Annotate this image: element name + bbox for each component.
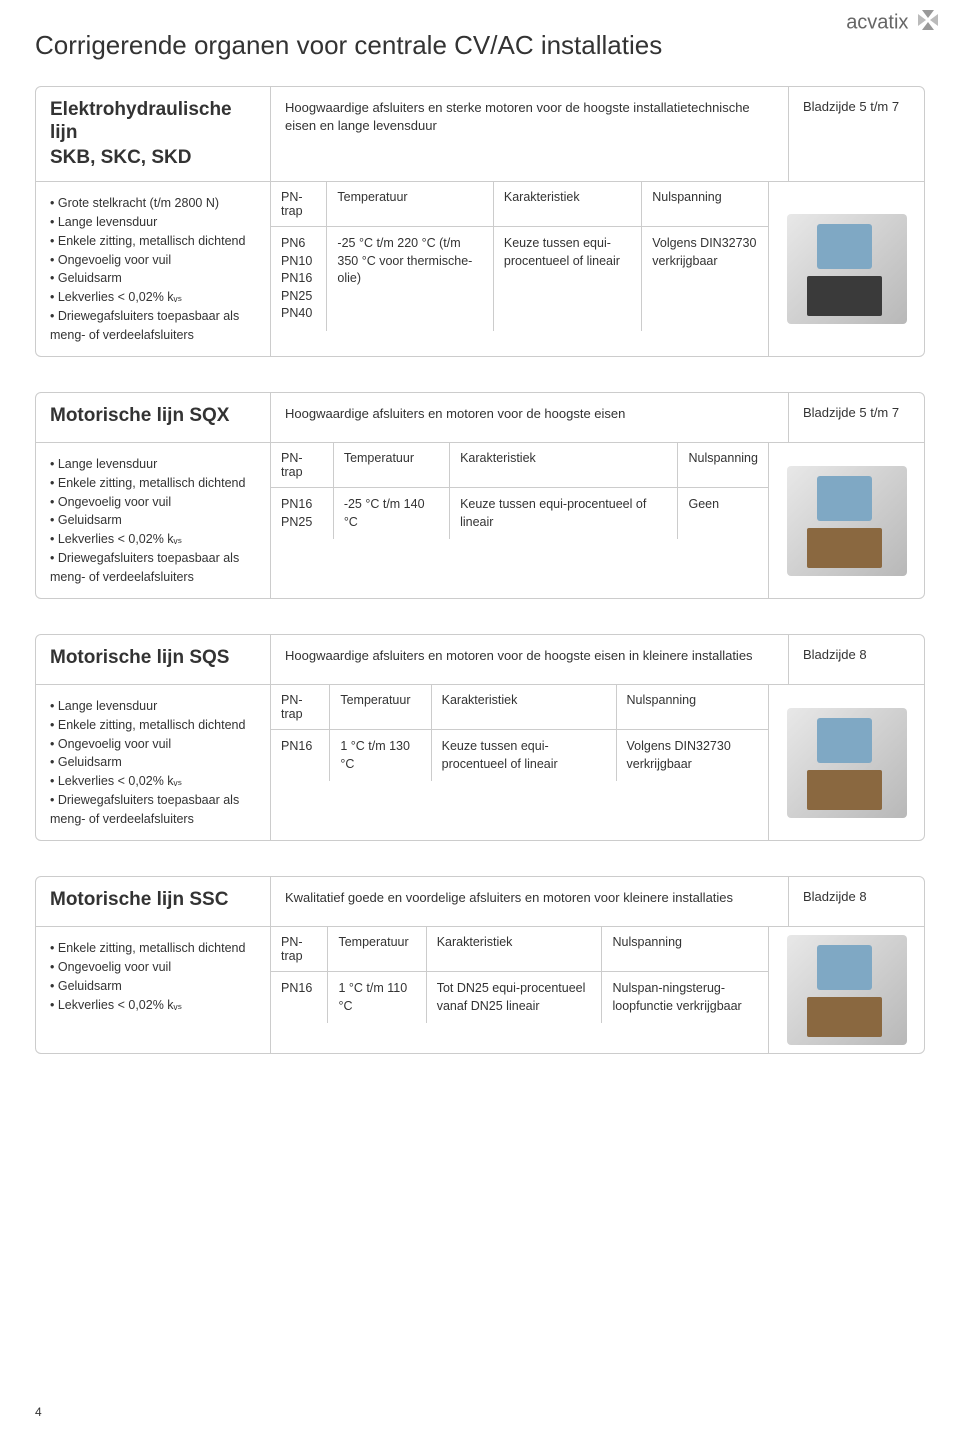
feature-item: Geluidsarm (50, 753, 256, 772)
feature-item: Geluidsarm (50, 977, 256, 996)
feature-item: Enkele zitting, metallisch dichtend (50, 939, 256, 958)
feature-item: Grote stelkracht (t/m 2800 N) (50, 194, 256, 213)
feature-item: Lange levensduur (50, 213, 256, 232)
spec-header: Temperatuur (333, 443, 449, 488)
spec-value: Geen (678, 488, 768, 540)
product-section: Motorische lijn SSC Kwalitatief goede en … (35, 876, 925, 1054)
feature-item: Lange levensduur (50, 455, 256, 474)
feature-item: Lekverlies < 0,02% kᵥₛ (50, 288, 256, 307)
spec-header: Nulspanning (642, 182, 768, 227)
logo-icon (916, 8, 940, 38)
spec-value: -25 °C t/m 220 °C (t/m 350 °C voor therm… (327, 227, 493, 331)
feature-item: Lekverlies < 0,02% kᵥₛ (50, 530, 256, 549)
spec-value: PN16 (271, 972, 328, 1024)
feature-item: Enkele zitting, metallisch dichtend (50, 716, 256, 735)
section-description: Hoogwaardige afsluiters en motoren voor … (271, 393, 789, 442)
feature-item: Lekverlies < 0,02% kᵥₛ (50, 996, 256, 1015)
section-title: Motorische lijn SQX (50, 405, 256, 428)
section-page-ref: Bladzijde 5 t/m 7 (789, 393, 924, 442)
spec-header: PN-trap (271, 927, 328, 972)
spec-header: Temperatuur (328, 927, 426, 972)
features-list: Lange levensduurEnkele zitting, metallis… (36, 443, 271, 598)
section-description: Hoogwaardige afsluiters en motoren voor … (271, 635, 789, 684)
feature-item: Geluidsarm (50, 511, 256, 530)
features-list: Grote stelkracht (t/m 2800 N)Lange leven… (36, 182, 271, 356)
section-title: Motorische lijn SSC (50, 889, 256, 912)
feature-item: Driewegafsluiters toepasbaar als meng- o… (50, 307, 256, 345)
product-image (769, 443, 924, 598)
spec-header: Nulspanning (616, 685, 768, 730)
spec-table: PN-trapTemperatuurKarakteristiekNulspann… (271, 443, 768, 539)
section-description: Kwalitatief goede en voordelige afsluite… (271, 877, 789, 926)
spec-value: Volgens DIN32730 verkrijgbaar (642, 227, 768, 331)
spec-value: 1 °C t/m 110 °C (328, 972, 426, 1024)
section-page-ref: Bladzijde 5 t/m 7 (789, 87, 924, 181)
spec-table: PN-trapTemperatuurKarakteristiekNulspann… (271, 685, 768, 781)
page-title: Corrigerende organen voor centrale CV/AC… (35, 30, 925, 61)
product-section: Elektrohydraulische lijnSKB, SKC, SKD Hoo… (35, 86, 925, 357)
spec-value: Tot DN25 equi-procentueel vanaf DN25 lin… (426, 972, 602, 1024)
features-list: Lange levensduurEnkele zitting, metallis… (36, 685, 271, 840)
spec-header: PN-trap (271, 443, 333, 488)
features-list: Enkele zitting, metallisch dichtendOngev… (36, 927, 271, 1053)
section-title: Elektrohydraulische lijn (50, 99, 256, 145)
brand-logo: acvatix (846, 8, 940, 38)
spec-header: Nulspanning (678, 443, 768, 488)
product-section: Motorische lijn SQX Hoogwaardige afsluite… (35, 392, 925, 599)
spec-value: Keuze tussen equi-procentueel of lineair (493, 227, 641, 331)
spec-value: Nulspan-ningsterug-loopfunctie verkrijgb… (602, 972, 768, 1024)
spec-header: Karakteristiek (493, 182, 641, 227)
spec-header: Temperatuur (330, 685, 431, 730)
feature-item: Lange levensduur (50, 697, 256, 716)
product-image (769, 927, 924, 1053)
product-image (769, 685, 924, 840)
feature-item: Ongevoelig voor vuil (50, 493, 256, 512)
feature-item: Lekverlies < 0,02% kᵥₛ (50, 772, 256, 791)
feature-item: Geluidsarm (50, 269, 256, 288)
logo-text: acvatix (846, 11, 908, 33)
section-subtitle: SKB, SKC, SKD (50, 147, 256, 170)
feature-item: Enkele zitting, metallisch dichtend (50, 474, 256, 493)
spec-value: -25 °C t/m 140 °C (333, 488, 449, 540)
feature-item: Ongevoelig voor vuil (50, 958, 256, 977)
spec-header: PN-trap (271, 685, 330, 730)
spec-value: Volgens DIN32730 verkrijgbaar (616, 730, 768, 782)
page-number: 4 (35, 1405, 42, 1419)
spec-value: PN16 (271, 730, 330, 782)
spec-header: Karakteristiek (426, 927, 602, 972)
section-page-ref: Bladzijde 8 (789, 635, 924, 684)
feature-item: Ongevoelig voor vuil (50, 735, 256, 754)
spec-header: Temperatuur (327, 182, 493, 227)
spec-value: Keuze tussen equi-procentueel of lineair (431, 730, 616, 782)
feature-item: Enkele zitting, metallisch dichtend (50, 232, 256, 251)
feature-item: Driewegafsluiters toepasbaar als meng- o… (50, 549, 256, 587)
spec-value: Keuze tussen equi-procentueel of lineair (450, 488, 678, 540)
spec-header: Karakteristiek (431, 685, 616, 730)
spec-value: PN6 PN10 PN16 PN25 PN40 (271, 227, 327, 331)
spec-header: Nulspanning (602, 927, 768, 972)
section-page-ref: Bladzijde 8 (789, 877, 924, 926)
spec-header: PN-trap (271, 182, 327, 227)
section-title: Motorische lijn SQS (50, 647, 256, 670)
product-section: Motorische lijn SQS Hoogwaardige afsluite… (35, 634, 925, 841)
spec-table: PN-trapTemperatuurKarakteristiekNulspann… (271, 182, 768, 331)
spec-table: PN-trapTemperatuurKarakteristiekNulspann… (271, 927, 768, 1023)
spec-header: Karakteristiek (450, 443, 678, 488)
spec-value: 1 °C t/m 130 °C (330, 730, 431, 782)
feature-item: Ongevoelig voor vuil (50, 251, 256, 270)
feature-item: Driewegafsluiters toepasbaar als meng- o… (50, 791, 256, 829)
spec-value: PN16 PN25 (271, 488, 333, 540)
section-description: Hoogwaardige afsluiters en sterke motore… (271, 87, 789, 181)
product-image (769, 182, 924, 356)
